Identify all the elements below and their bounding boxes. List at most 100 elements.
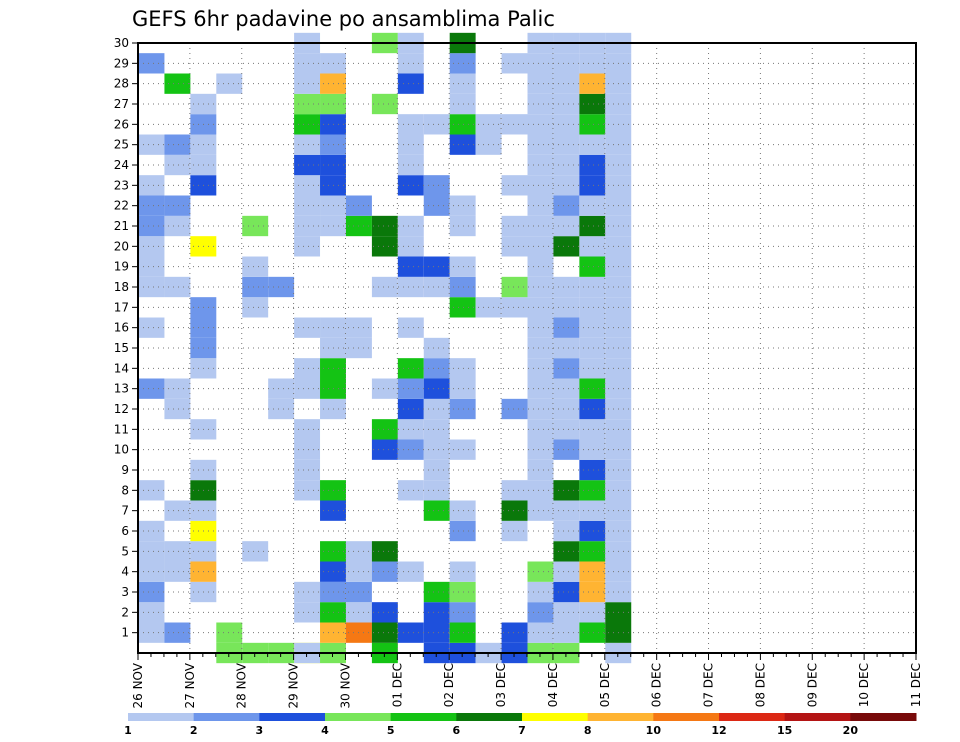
heatmap-cell — [579, 236, 606, 257]
heatmap-cell — [501, 297, 528, 318]
heatmap-cell — [371, 236, 398, 257]
heatmap-cell — [449, 215, 476, 237]
legend-swatch — [653, 713, 720, 721]
heatmap-cell — [553, 561, 580, 582]
heatmap-cell — [527, 215, 554, 237]
heatmap-cell — [579, 276, 606, 298]
heatmap-cell — [397, 134, 424, 155]
heatmap-cell — [553, 500, 580, 521]
y-tick-label: 28 — [114, 77, 129, 91]
heatmap-cell — [579, 602, 606, 623]
legend-label: 20 — [843, 724, 859, 737]
y-tick-label: 20 — [114, 239, 129, 253]
heatmap-cell — [397, 276, 424, 298]
heatmap-cell — [242, 215, 269, 237]
heatmap-cell — [579, 439, 606, 460]
legend-swatch — [784, 713, 851, 721]
heatmap-cell — [527, 297, 554, 318]
heatmap-cell — [579, 581, 606, 603]
heatmap-cell — [449, 134, 476, 155]
y-axis: 1234567891011121314151617181920212223242… — [114, 36, 138, 640]
heatmap-cell — [423, 398, 450, 420]
heatmap-cell — [527, 561, 554, 582]
y-tick-label: 24 — [114, 158, 129, 172]
heatmap-cell — [397, 175, 424, 196]
x-axis: 26 NOV 27 NOV 28 NOV 29 NOV 30 NOV 01 DEC 02 D… — [131, 653, 923, 709]
y-tick-label: 18 — [114, 280, 129, 294]
heatmap-cell — [164, 215, 191, 237]
y-tick-label: 1 — [121, 626, 129, 640]
y-tick-label: 30 — [114, 36, 129, 50]
legend-swatch — [522, 713, 589, 721]
heatmap-cell — [294, 215, 321, 237]
heatmap-cell — [138, 602, 165, 623]
heatmap-cell — [294, 419, 321, 440]
legend-label: 10 — [646, 724, 662, 737]
y-tick-label: 4 — [121, 565, 129, 579]
heatmap-cell — [553, 419, 580, 440]
heatmap-cell — [553, 73, 580, 94]
heatmap-cell — [527, 622, 554, 643]
heatmap-cell — [527, 398, 554, 420]
legend-swatch — [193, 713, 260, 721]
heatmap-cell — [164, 561, 191, 582]
x-tick-label: 30 NOV — [338, 662, 352, 708]
heatmap-cell — [423, 337, 450, 359]
heatmap-cell — [579, 378, 606, 399]
heatmap-cell — [527, 459, 554, 481]
heatmap-cell — [501, 215, 528, 237]
heatmap-cell — [138, 195, 165, 216]
heatmap-cell — [579, 500, 606, 521]
heatmap-cell — [138, 480, 165, 501]
heatmap-cell — [579, 256, 606, 277]
heatmap-cell — [423, 114, 450, 135]
heatmap-cell — [553, 114, 580, 135]
heatmap-cell — [579, 520, 606, 542]
x-tick-label: 02 DEC — [442, 663, 456, 707]
heatmap-cell — [164, 500, 191, 521]
heatmap-cell — [371, 541, 398, 562]
heatmap-cell — [553, 215, 580, 237]
y-tick-label: 10 — [114, 443, 129, 457]
heatmap-cell — [579, 175, 606, 196]
heatmap-cell — [527, 195, 554, 216]
heatmap-cell — [294, 358, 321, 379]
heatmap-cell — [138, 215, 165, 237]
heatmap-cell — [397, 398, 424, 420]
heatmap-cell — [268, 378, 295, 399]
heatmap-cell — [553, 378, 580, 399]
x-tick-label: 29 NOV — [287, 662, 301, 708]
heatmap-cell — [138, 622, 165, 643]
heatmap-cell — [579, 541, 606, 562]
heatmap-cell — [449, 114, 476, 135]
heatmap-cell — [553, 337, 580, 359]
heatmap-cell — [579, 93, 606, 115]
color-legend: 1 2 3 4 5 6 7 8 10 12 15 20 — [124, 713, 917, 737]
heatmap-cell — [242, 276, 269, 298]
heatmap-cell — [449, 73, 476, 94]
heatmap-cell — [397, 317, 424, 338]
heatmap-cell — [397, 154, 424, 176]
y-tick-label: 17 — [114, 300, 129, 314]
heatmap-cell — [579, 154, 606, 176]
heatmap-cell — [294, 175, 321, 196]
y-tick-label: 6 — [121, 524, 129, 538]
x-tick-label: 05 DEC — [598, 663, 612, 707]
heatmap-cell — [138, 561, 165, 582]
heatmap-cell — [294, 602, 321, 623]
heatmap-cell — [138, 175, 165, 196]
heatmap-cell — [527, 256, 554, 277]
y-tick-label: 7 — [121, 504, 129, 518]
heatmap-cell — [138, 317, 165, 338]
x-tick-label: 27 NOV — [183, 662, 197, 708]
heatmap-cell — [294, 134, 321, 155]
heatmap-cell — [397, 358, 424, 379]
heatmap-cell — [553, 276, 580, 298]
heatmap-cell — [527, 154, 554, 176]
heatmap-cell — [579, 215, 606, 237]
heatmap-cell — [294, 581, 321, 603]
heatmap-cell — [423, 276, 450, 298]
heatmap-cell — [501, 53, 528, 74]
heatmap-cell — [553, 154, 580, 176]
heatmap-cell — [164, 276, 191, 298]
